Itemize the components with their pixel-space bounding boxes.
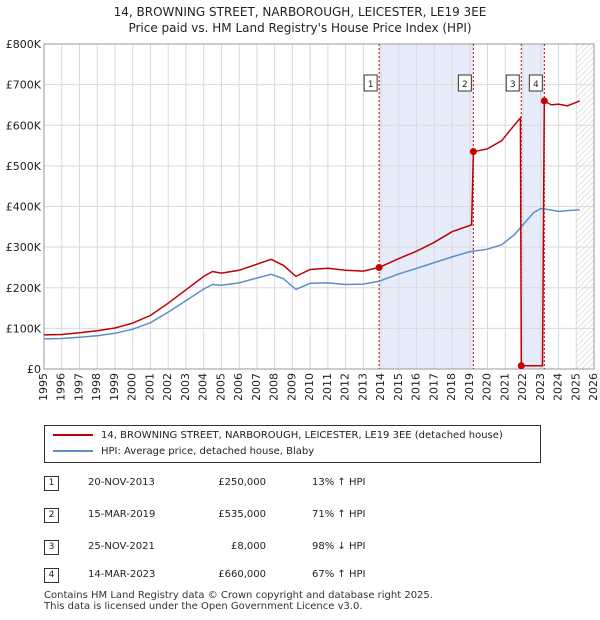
sale-label-box [505,74,520,92]
footer: Contains HM Land Registry data © Crown c… [44,590,433,612]
hpi-line [43,207,580,340]
transaction-date: 25-NOV-2021 [88,541,155,552]
y-tick-label: £500K [6,160,42,173]
x-tick-label: 2020 [481,373,494,400]
x-tick-label: 1998 [90,373,103,400]
x-tick-label: 1999 [108,373,121,400]
transaction-number: 3 [44,540,59,555]
sale-point [375,263,383,271]
x-tick-label: 1995 [37,373,50,400]
sale-label: 2 [462,80,468,90]
x-tick-label: 2003 [179,373,192,400]
x-tick-label: 2019 [463,373,476,400]
legend-label-hpi: HPI: Average price, detached house, Blab… [101,446,315,457]
x-tick-label: 2022 [516,373,529,400]
transaction-hpi: 71% ↑ HPI [312,509,366,520]
transaction-date: 15-MAR-2019 [88,509,156,520]
legend-swatch-hpi [53,450,93,452]
sale-point [469,148,477,156]
legend-swatch-property [53,434,93,436]
legend: 14, BROWNING STREET, NARBOROUGH, LEICEST… [44,425,541,463]
x-tick-label: 2001 [143,373,156,400]
property-price-line [43,99,581,367]
transaction-hpi: 98% ↓ HPI [312,541,366,552]
transaction-number: 4 [44,568,59,583]
y-tick-label: £200K [6,282,42,295]
sale-label: 3 [510,80,516,90]
transaction-number: 1 [44,476,59,491]
x-tick-label: 2015 [392,373,405,400]
x-tick-label: 2026 [587,373,600,400]
y-tick-label: £800K [6,38,42,51]
transaction-price: £660,000 [218,569,266,580]
transaction-date: 14-MAR-2023 [88,569,156,580]
legend-label-property: 14, BROWNING STREET, NARBOROUGH, LEICEST… [101,430,503,441]
sale-label: 1 [368,80,374,90]
price-chart: £0 £100K £200K £300K £400K £500K £600K £700K £80… [6,38,600,400]
x-tick-label: 2008 [268,373,281,400]
x-tick-label: 2009 [285,373,298,400]
x-tick-label: 2011 [321,373,334,400]
y-tick-label: £300K [6,241,42,254]
transaction-price: £8,000 [231,541,266,552]
legend-item-hpi: HPI: Average price, detached house, Blab… [53,444,314,460]
sale-point [540,97,548,105]
transaction-date: 20-NOV-2013 [88,477,155,488]
x-tick-label: 2010 [303,373,316,400]
y-tick-label: £700K [6,79,42,92]
sale-label-box [457,74,472,92]
sale-label-box [528,74,543,92]
legend-item-property: 14, BROWNING STREET, NARBOROUGH, LEICEST… [53,428,503,444]
y-tick-label: £0 [27,363,41,376]
chart-subtitle: Price paid vs. HM Land Registry's House … [128,21,472,35]
footer-licence: This data is licensed under the Open Gov… [44,601,363,612]
x-tick-label: 2013 [356,373,369,400]
plot-frame [43,43,595,370]
transaction-price: £535,000 [218,509,266,520]
x-tick-label: 1997 [72,373,85,400]
sale-point [517,362,525,370]
x-tick-label: 2002 [161,373,174,400]
footer-copyright: Contains HM Land Registry data © Crown c… [44,590,433,601]
chart-title: 14, BROWNING STREET, NARBOROUGH, LEICEST… [113,5,487,19]
transaction-hpi: 13% ↑ HPI [312,477,366,488]
x-tick-label: 2005 [214,373,227,400]
transaction-price: £250,000 [218,477,266,488]
x-tick-label: 2012 [339,373,352,400]
y-tick-label: £600K [6,119,42,132]
x-tick-label: 2023 [534,373,547,400]
y-tick-label: £400K [6,201,42,214]
x-tick-label: 2000 [126,373,139,400]
x-tick-label: 2024 [552,373,565,400]
x-tick-label: 2018 [445,373,458,400]
sale-label: 4 [533,80,539,90]
x-tick-label: 1996 [55,373,68,400]
y-tick-label: £100K [6,322,42,335]
transaction-number: 2 [44,508,59,523]
sale-label-box [363,74,378,92]
transaction-hpi: 67% ↑ HPI [312,569,366,580]
x-tick-label: 2016 [410,373,423,400]
x-tick-label: 2006 [232,373,245,400]
x-tick-label: 2014 [374,373,387,400]
x-tick-label: 2021 [498,373,511,400]
x-tick-label: 2017 [427,373,440,400]
x-tick-label: 2007 [250,373,263,400]
x-tick-label: 2025 [569,373,582,400]
x-tick-label: 2004 [197,373,210,400]
